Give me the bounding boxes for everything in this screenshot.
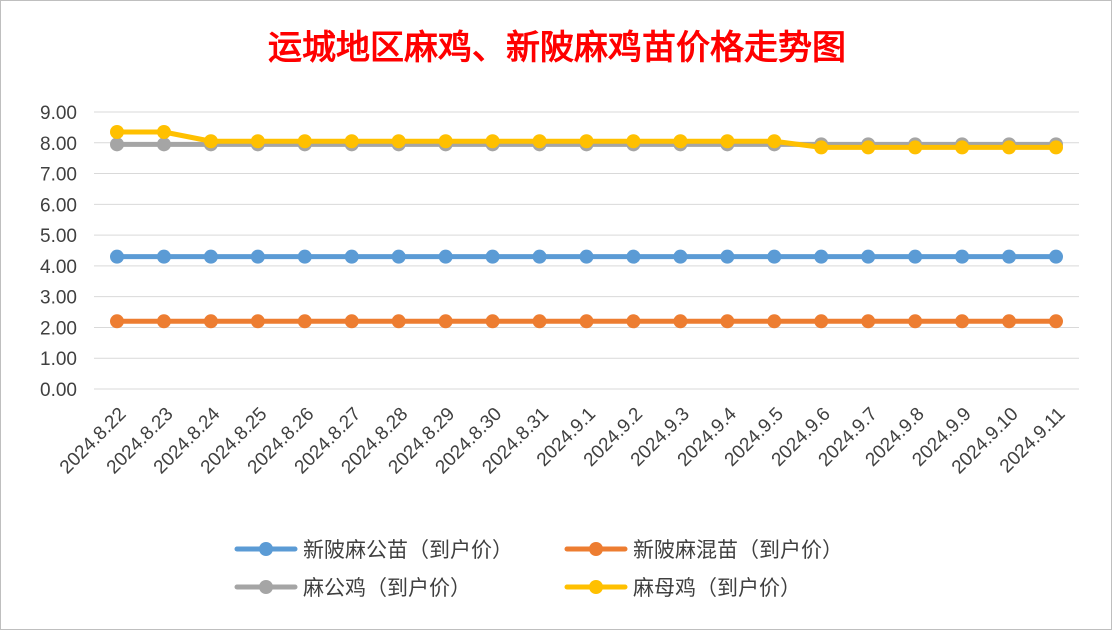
data-point: [579, 249, 594, 264]
data-point: [1049, 249, 1063, 264]
data-point: [250, 314, 265, 329]
legend-item: 麻母鸡（到户价）: [564, 576, 801, 600]
data-point: [344, 249, 359, 264]
data-point: [767, 134, 782, 149]
data-point: [156, 249, 171, 264]
data-point: [344, 134, 359, 149]
data-point: [814, 314, 829, 329]
data-point: [391, 314, 406, 329]
data-point: [955, 249, 970, 264]
data-point: [156, 137, 171, 152]
legend-item: 新陂麻公苗（到户价）: [234, 538, 513, 562]
y-tick-label: 6.00: [40, 195, 77, 216]
series-3: [110, 125, 1063, 155]
series-lines: [110, 125, 1063, 329]
legend: 新陂麻公苗（到户价） 新陂麻混苗（到户价） 麻公鸡（到户价） 麻母鸡（到户价）: [234, 538, 843, 600]
data-point: [908, 140, 923, 155]
data-point: [673, 134, 688, 149]
data-point: [908, 314, 923, 329]
data-point: [110, 249, 124, 264]
data-point: [485, 134, 500, 149]
data-point: [297, 134, 312, 149]
data-point: [955, 314, 970, 329]
data-point: [438, 314, 453, 329]
data-point: [673, 314, 688, 329]
y-tick-label: 7.00: [40, 165, 77, 186]
data-point: [250, 249, 265, 264]
data-point: [579, 134, 594, 149]
data-point: [156, 314, 171, 329]
legend-swatch-marker: [589, 580, 603, 594]
data-point: [344, 314, 359, 329]
x-axis-tick-labels: 2024.8.222024.8.232024.8.242024.8.252024…: [56, 403, 1070, 478]
legend-swatch-marker: [589, 542, 603, 556]
data-point: [485, 249, 500, 264]
data-point: [438, 134, 453, 149]
data-point: [532, 314, 547, 329]
data-point: [626, 134, 641, 149]
data-point: [1002, 314, 1017, 329]
data-point: [297, 249, 312, 264]
y-tick-label: 3.00: [40, 288, 77, 309]
data-point: [391, 134, 406, 149]
data-point: [1002, 249, 1017, 264]
legend-item: 麻公鸡（到户价）: [234, 576, 471, 600]
chart-title: 运城地区麻鸡、新陂麻鸡苗价格走势图: [268, 28, 846, 68]
legend-swatch-marker: [259, 542, 273, 556]
data-point: [156, 125, 171, 140]
data-point: [720, 134, 735, 149]
data-point: [203, 314, 218, 329]
data-point: [720, 314, 735, 329]
data-point: [626, 249, 641, 264]
legend-label: 麻母鸡（到户价）: [633, 576, 801, 600]
data-point: [1049, 140, 1063, 155]
data-point: [532, 134, 547, 149]
data-point: [720, 249, 735, 264]
data-point: [673, 249, 688, 264]
y-tick-label: 0.00: [40, 380, 77, 401]
series-1: [110, 314, 1063, 329]
y-tick-label: 8.00: [40, 134, 77, 155]
data-point: [1049, 314, 1063, 329]
y-tick-label: 9.00: [40, 103, 77, 124]
data-point: [438, 249, 453, 264]
data-point: [297, 314, 312, 329]
data-point: [250, 134, 265, 149]
legend-label: 麻公鸡（到户价）: [303, 576, 471, 600]
y-tick-label: 5.00: [40, 226, 77, 247]
data-point: [626, 314, 641, 329]
data-point: [1002, 140, 1017, 155]
data-point: [767, 249, 782, 264]
data-point: [485, 314, 500, 329]
data-point: [767, 314, 782, 329]
data-point: [908, 249, 923, 264]
legend-item: 新陂麻混苗（到户价）: [564, 538, 843, 562]
data-point: [861, 314, 876, 329]
data-point: [110, 314, 124, 329]
data-point: [391, 249, 406, 264]
y-tick-label: 4.00: [40, 257, 77, 278]
data-point: [110, 137, 124, 152]
legend-label: 新陂麻混苗（到户价）: [633, 538, 843, 562]
series-0: [110, 249, 1063, 264]
data-point: [532, 249, 547, 264]
data-point: [861, 249, 876, 264]
y-axis-tick-labels: 0.00 1.00 2.00 3.00 4.00 5.00 6.00 7.00 8.00 9.00: [40, 103, 77, 401]
data-point: [110, 125, 124, 140]
data-point: [955, 140, 970, 155]
y-tick-label: 1.00: [40, 349, 77, 370]
y-tick-label: 2.00: [40, 318, 77, 339]
data-point: [203, 134, 218, 149]
data-point: [861, 140, 876, 155]
legend-swatch-marker: [259, 580, 273, 594]
data-point: [814, 249, 829, 264]
legend-label: 新陂麻公苗（到户价）: [303, 538, 513, 562]
data-point: [579, 314, 594, 329]
data-point: [814, 140, 829, 155]
data-point: [203, 249, 218, 264]
